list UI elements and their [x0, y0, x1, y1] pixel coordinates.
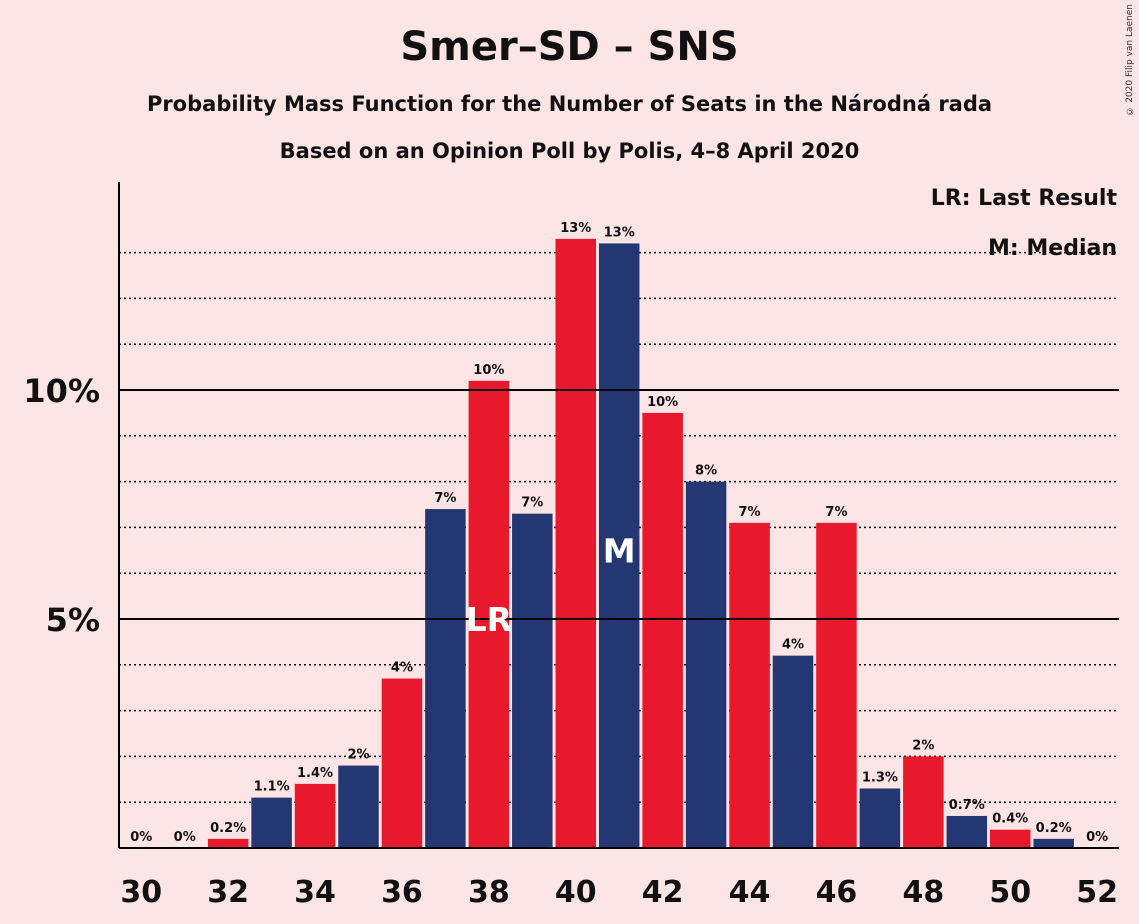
x-tick-label: 36	[381, 875, 423, 910]
data-label-seat-34: 1.4%	[297, 766, 333, 781]
data-label-seat-30: 0%	[130, 830, 152, 845]
last-result-marker: LR	[466, 600, 512, 639]
bar-seat-51	[1033, 838, 1074, 848]
data-label-seat-31: 0%	[174, 830, 196, 845]
bar-seat-40	[555, 238, 596, 849]
y-tick-label: 5%	[46, 601, 100, 639]
bar-seat-50	[990, 829, 1031, 848]
bar-seat-36	[381, 678, 423, 848]
y-tick-label: 10%	[23, 372, 100, 410]
bar-seat-46	[816, 522, 857, 848]
data-label-seat-43: 8%	[695, 464, 717, 479]
bar-seat-47	[859, 788, 901, 848]
bar-seat-34	[294, 783, 336, 848]
bar-seat-44	[729, 522, 770, 848]
legend-median: M: Median	[988, 236, 1117, 261]
legend-last-result: LR: Last Result	[930, 186, 1117, 211]
data-label-seat-42: 10%	[647, 395, 678, 410]
data-label-seat-44: 7%	[739, 505, 761, 520]
x-tick-label: 42	[642, 875, 684, 910]
x-tick-label: 30	[120, 875, 162, 910]
data-label-seat-39: 7%	[521, 496, 543, 511]
data-label-seat-49: 0.7%	[949, 798, 985, 813]
bar-seat-41	[598, 243, 640, 848]
bar-seat-49	[946, 815, 988, 848]
x-tick-label: 40	[555, 875, 597, 910]
x-tick-label: 38	[468, 875, 510, 910]
bar-seat-42	[642, 412, 683, 848]
data-label-seat-37: 7%	[434, 491, 456, 506]
chart-subtitle-source: Based on an Opinion Poll by Polis, 4–8 A…	[279, 139, 860, 163]
chart-subtitle: Probability Mass Function for the Number…	[146, 92, 993, 116]
x-tick-label: 32	[207, 875, 249, 910]
data-label-seat-48: 2%	[912, 738, 934, 753]
data-label-seat-40: 13%	[560, 221, 591, 236]
bar-seat-38	[468, 380, 510, 848]
chart-title: Smer–SD – SNS	[400, 24, 739, 70]
data-label-seat-35: 2%	[347, 748, 369, 763]
bar-seat-45	[772, 655, 814, 848]
bar-seat-32	[207, 838, 249, 848]
x-tick-label: 50	[989, 875, 1031, 910]
data-label-seat-51: 0.2%	[1036, 821, 1072, 836]
bar-seat-35	[338, 765, 379, 848]
data-label-seat-47: 1.3%	[862, 770, 898, 785]
x-tick-label: 52	[1076, 875, 1118, 910]
bar-seat-43	[685, 481, 727, 848]
x-tick-label: 46	[816, 875, 858, 910]
data-label-seat-50: 0.4%	[992, 812, 1028, 827]
data-label-seat-38: 10%	[473, 363, 504, 378]
bar-seat-48	[903, 756, 944, 848]
data-label-seat-52: 0%	[1086, 830, 1108, 845]
x-tick-label: 44	[729, 875, 771, 910]
data-label-seat-41: 13%	[604, 225, 635, 240]
data-label-seat-33: 1.1%	[254, 780, 290, 795]
bar-seat-33	[251, 797, 292, 848]
x-tick-label: 34	[294, 875, 336, 910]
data-label-seat-46: 7%	[825, 505, 847, 520]
x-tick-label: 48	[902, 875, 944, 910]
median-marker: M	[603, 531, 636, 570]
data-label-seat-45: 4%	[782, 638, 804, 653]
data-label-seat-32: 0.2%	[210, 821, 246, 836]
data-label-seat-36: 4%	[391, 661, 413, 676]
bar-seat-37	[425, 509, 466, 848]
bar-seat-39	[512, 513, 553, 848]
